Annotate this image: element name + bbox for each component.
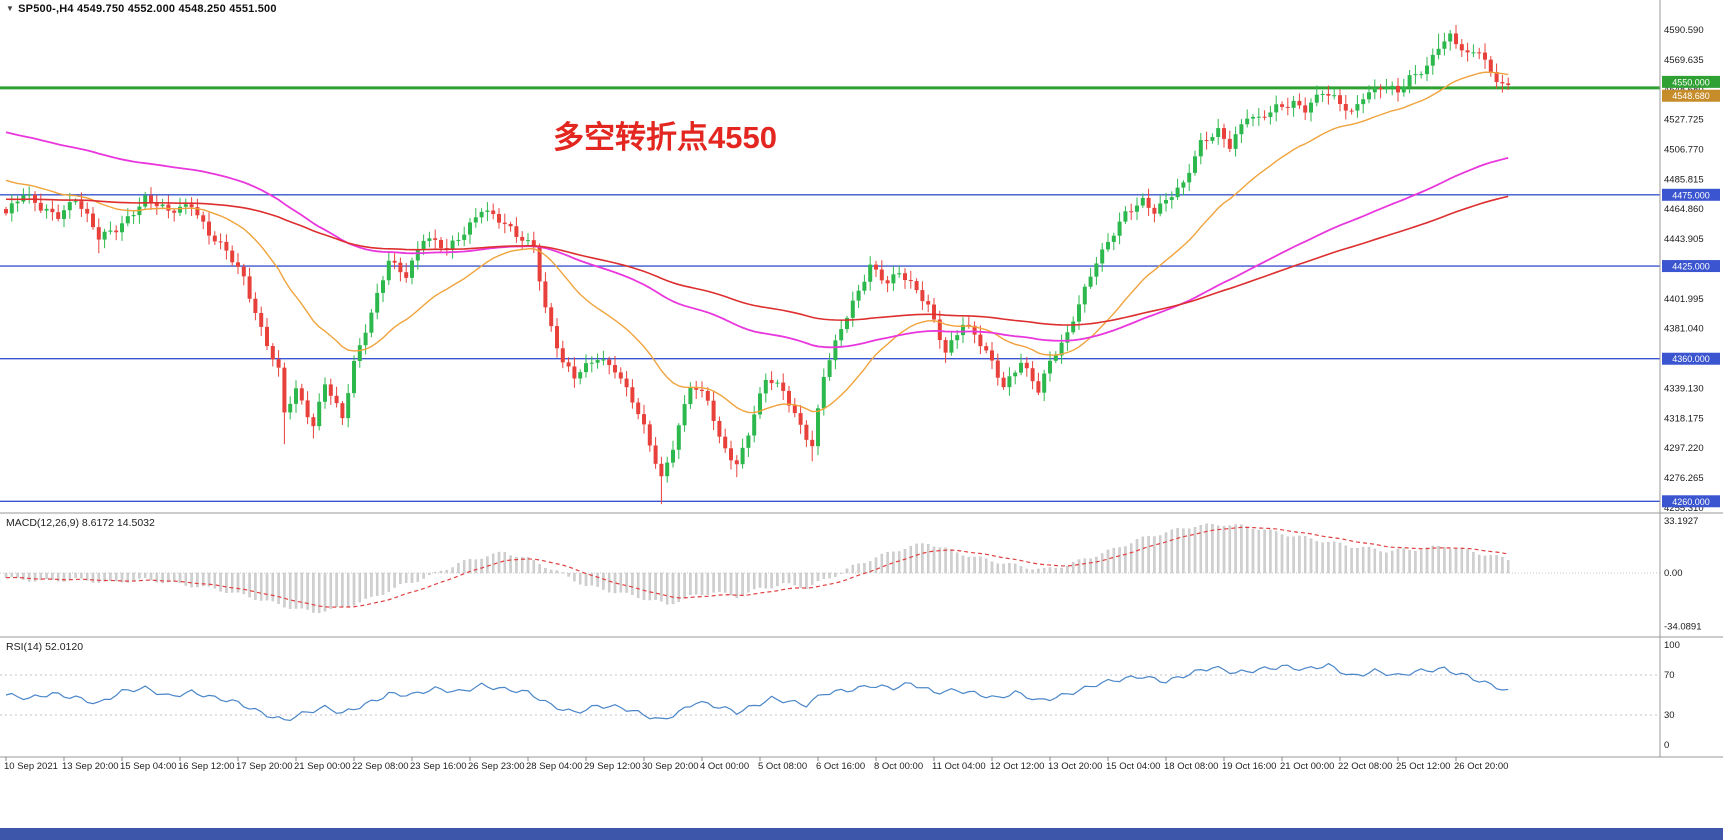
svg-text:70: 70: [1664, 670, 1675, 681]
svg-text:8 Oct 00:00: 8 Oct 00:00: [874, 761, 923, 772]
svg-text:15 Oct 04:00: 15 Oct 04:00: [1106, 761, 1160, 772]
svg-text:18 Oct 08:00: 18 Oct 08:00: [1164, 761, 1218, 772]
svg-text:22 Sep 08:00: 22 Sep 08:00: [352, 761, 409, 772]
svg-text:13 Oct 20:00: 13 Oct 20:00: [1048, 761, 1102, 772]
svg-text:0: 0: [1664, 740, 1669, 751]
svg-text:4506.770: 4506.770: [1664, 144, 1704, 155]
svg-text:22 Oct 08:00: 22 Oct 08:00: [1338, 761, 1392, 772]
svg-text:13 Sep 20:00: 13 Sep 20:00: [62, 761, 119, 772]
svg-text:6 Oct 16:00: 6 Oct 16:00: [816, 761, 865, 772]
svg-text:5 Oct 08:00: 5 Oct 08:00: [758, 761, 807, 772]
svg-text:4548.680: 4548.680: [1672, 91, 1710, 101]
svg-text:11 Oct 04:00: 11 Oct 04:00: [932, 761, 986, 772]
svg-text:4485.815: 4485.815: [1664, 174, 1704, 185]
svg-text:4590.590: 4590.590: [1664, 25, 1704, 36]
svg-text:30 Sep 20:00: 30 Sep 20:00: [642, 761, 699, 772]
svg-text:15 Sep 04:00: 15 Sep 04:00: [120, 761, 177, 772]
svg-text:23 Sep 16:00: 23 Sep 16:00: [410, 761, 467, 772]
svg-text:19 Oct 16:00: 19 Oct 16:00: [1222, 761, 1276, 772]
svg-text:4260.000: 4260.000: [1672, 497, 1710, 507]
svg-text:4425.000: 4425.000: [1672, 262, 1710, 272]
svg-text:29 Sep 12:00: 29 Sep 12:00: [584, 761, 641, 772]
svg-text:4360.000: 4360.000: [1672, 354, 1710, 364]
svg-text:21 Sep 00:00: 21 Sep 00:00: [294, 761, 351, 772]
svg-text:4569.635: 4569.635: [1664, 55, 1704, 66]
chart-menu-icon[interactable]: ▼: [6, 4, 15, 13]
svg-text:4255.310: 4255.310: [1664, 503, 1704, 514]
price-axis: 4590.5904569.6354548.6804527.7254506.770…: [1664, 25, 1704, 751]
macd-indicator-label: MACD(12,26,9) 8.6172 14.5032: [6, 517, 155, 529]
svg-text:4475.000: 4475.000: [1672, 190, 1710, 200]
price-badges: 4550.000 4475.000 4425.000 4360.000 4260.000…: [1662, 75, 1720, 508]
svg-text:4527.725: 4527.725: [1664, 115, 1704, 126]
svg-text:4464.860: 4464.860: [1664, 204, 1704, 215]
svg-text:33.1927: 33.1927: [1664, 516, 1698, 527]
svg-text:10 Sep 2021: 10 Sep 2021: [4, 761, 58, 772]
svg-text:26 Sep 23:00: 26 Sep 23:00: [468, 761, 525, 772]
svg-text:4318.175: 4318.175: [1664, 413, 1704, 424]
svg-text:4339.130: 4339.130: [1664, 383, 1704, 394]
rsi-panel: [0, 662, 1660, 722]
macd-panel: [0, 523, 1660, 614]
svg-text:100: 100: [1664, 640, 1680, 651]
svg-text:4550.000: 4550.000: [1672, 77, 1710, 87]
chart-title: ▼ SP500-,H4 4549.750 4552.000 4548.250 45…: [6, 3, 277, 15]
svg-text:12 Oct 12:00: 12 Oct 12:00: [990, 761, 1044, 772]
candlestick-series: [4, 25, 1511, 505]
svg-text:17 Sep 20:00: 17 Sep 20:00: [236, 761, 293, 772]
svg-text:21 Oct 00:00: 21 Oct 00:00: [1280, 761, 1334, 772]
svg-text:4401.995: 4401.995: [1664, 294, 1704, 305]
svg-text:16 Sep 12:00: 16 Sep 12:00: [178, 761, 235, 772]
date-axis: 10 Sep 2021 13 Sep 20:00 15 Sep 04:00 16 Se…: [4, 757, 1508, 772]
svg-text:30: 30: [1664, 710, 1675, 721]
svg-text:4297.220: 4297.220: [1664, 443, 1704, 454]
chart-annotation-text[interactable]: 多空转折点4550: [553, 120, 777, 155]
svg-text:28 Sep 04:00: 28 Sep 04:00: [526, 761, 583, 772]
svg-text:25 Oct 12:00: 25 Oct 12:00: [1396, 761, 1450, 772]
svg-text:4276.265: 4276.265: [1664, 473, 1704, 484]
svg-text:4 Oct 00:00: 4 Oct 00:00: [700, 761, 749, 772]
svg-text:0.00: 0.00: [1664, 568, 1683, 579]
svg-text:-34.0891: -34.0891: [1664, 621, 1702, 632]
moving-averages: [5, 71, 1509, 414]
svg-text:4381.040: 4381.040: [1664, 324, 1704, 335]
rsi-indicator-label: RSI(14) 52.0120: [6, 641, 84, 653]
panel-separators: [0, 0, 1723, 758]
svg-text:26 Oct 20:00: 26 Oct 20:00: [1454, 761, 1508, 772]
svg-text:4443.905: 4443.905: [1664, 234, 1704, 245]
taskbar-strip[interactable]: [0, 828, 1723, 840]
chart-ohlc-title: SP500-,H4 4549.750 4552.000 4548.250 455…: [18, 3, 277, 15]
